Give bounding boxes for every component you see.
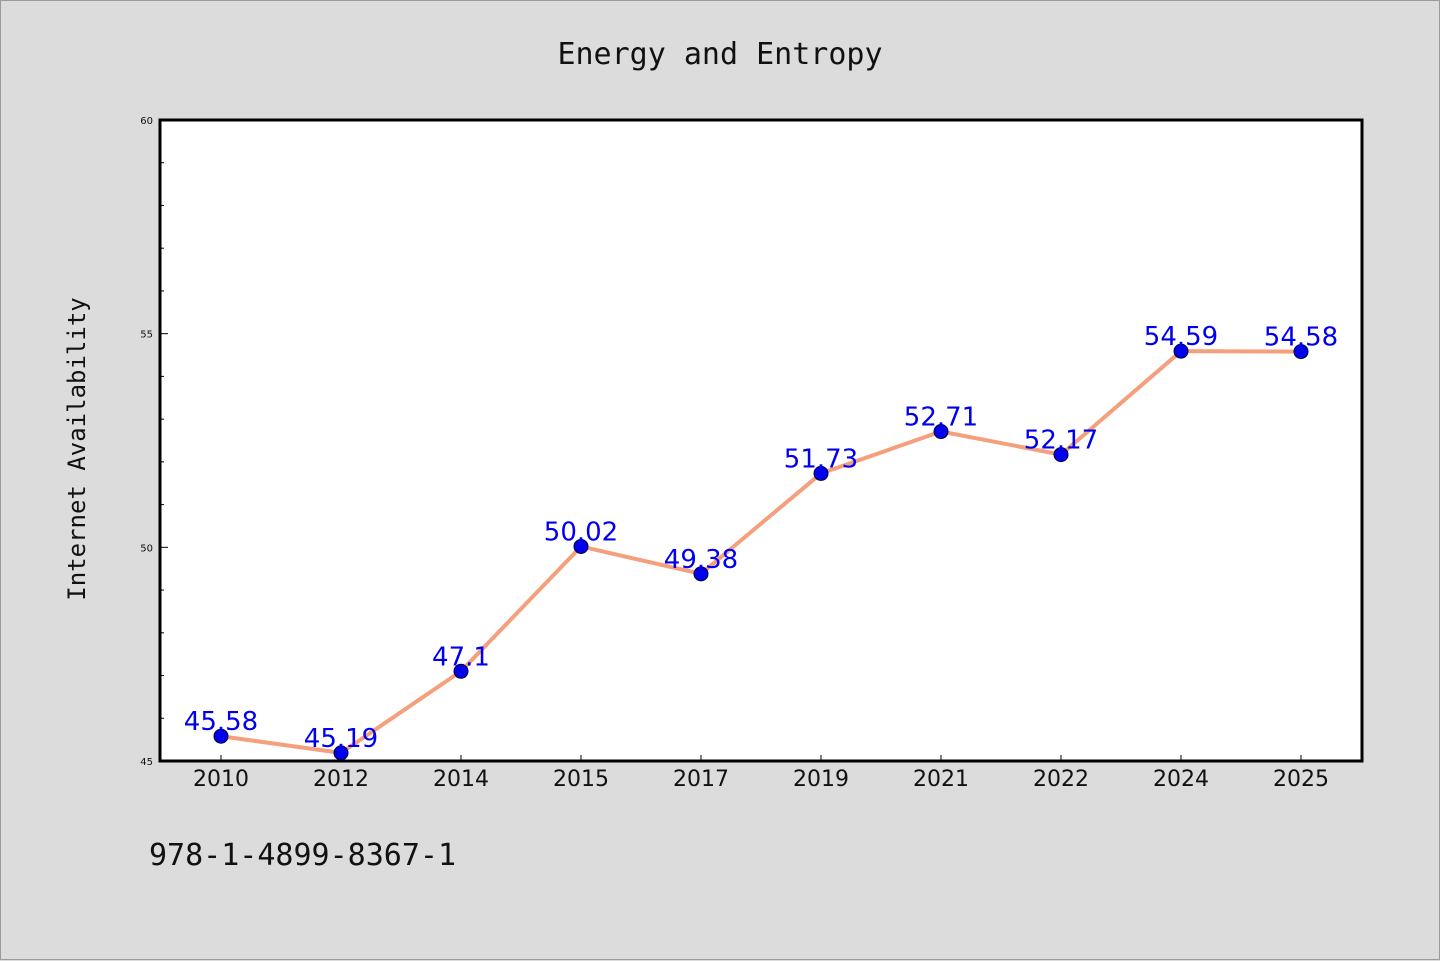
x-tick-label: 2019 <box>793 767 849 792</box>
data-label: 45.58 <box>184 707 258 737</box>
y-tick-label: 50 <box>140 543 153 554</box>
data-point <box>213 728 229 744</box>
data-point <box>813 465 829 481</box>
data-label: 51.73 <box>784 444 858 474</box>
x-tick-label: 2024 <box>1153 767 1209 792</box>
y-axis: 45 50 55 60 <box>140 116 168 768</box>
data-label: 54.59 <box>1144 322 1218 352</box>
data-point <box>1173 343 1189 359</box>
data-label: 54.58 <box>1264 323 1338 353</box>
data-labels: 45.58 45.19 47.1 50.02 49.38 51.73 52.71 52.17 5… <box>184 322 1338 754</box>
x-tick-label: 2017 <box>673 767 729 792</box>
data-label: 49.38 <box>664 545 738 575</box>
x-axis: 2010 2012 2014 2015 2017 2019 2021 2022 2024 2025 <box>193 755 1329 792</box>
x-tick-label: 2010 <box>193 767 249 792</box>
data-point <box>693 566 709 582</box>
data-point <box>573 538 589 554</box>
plot-area <box>158 118 1364 763</box>
data-point <box>333 745 349 761</box>
data-label: 47.1 <box>432 642 490 672</box>
data-label: 52.71 <box>904 403 978 433</box>
x-tick-label: 2025 <box>1273 767 1329 792</box>
x-tick-label: 2014 <box>433 767 489 792</box>
y-tick-label: 55 <box>140 330 153 341</box>
y-tick-label: 45 <box>140 757 153 768</box>
y-axis-label: Internet Availability <box>63 297 91 600</box>
y-tick-label: 60 <box>140 116 153 127</box>
data-point <box>1053 447 1069 463</box>
x-tick-label: 2021 <box>913 767 969 792</box>
data-point <box>933 424 949 440</box>
data-label: 50.02 <box>544 517 618 547</box>
x-tick-label: 2012 <box>313 767 369 792</box>
chart-title: Energy and Entropy <box>557 37 882 72</box>
data-label: 52.17 <box>1024 426 1098 456</box>
x-tick-label: 2015 <box>553 767 609 792</box>
series-line <box>219 349 1303 755</box>
isbn-footer: 978-1-4899-8367-1 <box>149 838 456 873</box>
data-point <box>1293 344 1309 360</box>
data-label: 45.19 <box>304 724 378 754</box>
x-tick-label: 2022 <box>1033 767 1089 792</box>
data-series <box>213 343 1309 761</box>
data-point <box>453 663 469 679</box>
